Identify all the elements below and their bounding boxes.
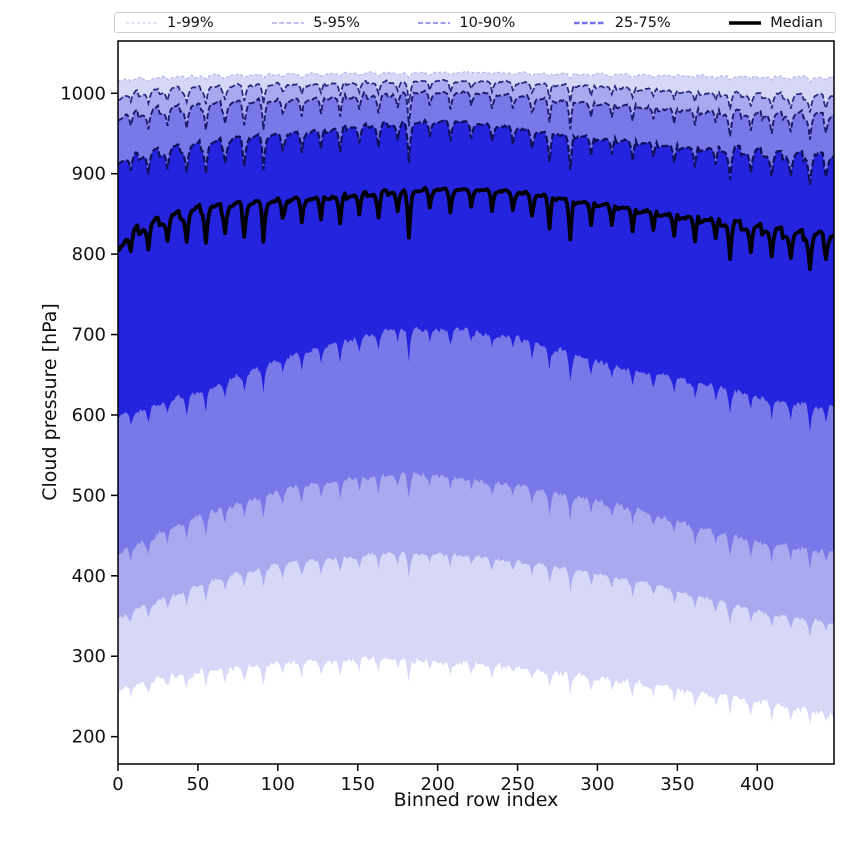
y-tick-label: 1000 [60, 83, 106, 104]
legend-swatch-dashed-icon [126, 21, 158, 24]
chart-legend: 1-99% 5-95% 10-90% 25-75% Median [114, 12, 836, 33]
x-tick-label: 50 [186, 774, 209, 795]
x-tick-label: 250 [500, 774, 534, 795]
legend-item-median: Median [728, 15, 823, 31]
legend-label: 5-95% [313, 14, 360, 31]
x-tick-label: 350 [660, 774, 694, 795]
y-tick-label: 300 [72, 646, 106, 667]
legend-swatch-dashed-icon [272, 21, 305, 24]
legend-label: 1-99% [167, 14, 214, 31]
y-tick-label: 900 [72, 164, 106, 185]
median-line [118, 185, 834, 272]
percentile-line-25-75% [118, 118, 834, 186]
legend-swatch-solid-icon [729, 20, 762, 25]
percentile-bands [118, 71, 834, 726]
percentile-lines [118, 70, 834, 272]
legend-label: 25-75% [614, 14, 671, 31]
y-tick-label: 200 [72, 727, 106, 748]
legend-item-10-90: 10-90% [417, 15, 515, 31]
x-tick-label: 0 [112, 774, 123, 795]
legend-label: 10-90% [459, 14, 516, 31]
x-tick-label: 150 [341, 774, 375, 795]
x-tick-label: 400 [740, 774, 774, 795]
axis-ticks: 0 50 100 150 200 250 300 350 400 200 300 400 500 600 7… [60, 83, 774, 795]
y-axis-label: Cloud pressure [hPa] [39, 303, 61, 501]
percentile-line-10-90% [118, 89, 834, 140]
percentile-line-5-95% [118, 78, 834, 113]
y-tick-label: 500 [72, 485, 106, 506]
percentile-line-1-99% [118, 70, 834, 84]
legend-item-25-75: 25-75% [573, 15, 671, 31]
y-tick-label: 700 [72, 325, 106, 346]
x-tick-label: 300 [580, 774, 614, 795]
legend-item-5-95: 5-95% [271, 15, 360, 31]
x-axis-label: Binned row index [394, 789, 559, 811]
axes-frame [117, 40, 835, 765]
legend-item-1-99: 1-99% [125, 15, 214, 31]
plot-border [117, 40, 835, 765]
y-tick-label: 600 [72, 405, 106, 426]
x-tick-label: 200 [420, 774, 454, 795]
y-tick-label: 400 [72, 566, 106, 587]
legend-swatch-dashed-icon [573, 21, 606, 24]
x-tick-label: 100 [261, 774, 295, 795]
legend-label: Median [770, 14, 823, 31]
legend-swatch-dashed-icon [418, 21, 451, 24]
y-tick-label: 800 [72, 244, 106, 265]
